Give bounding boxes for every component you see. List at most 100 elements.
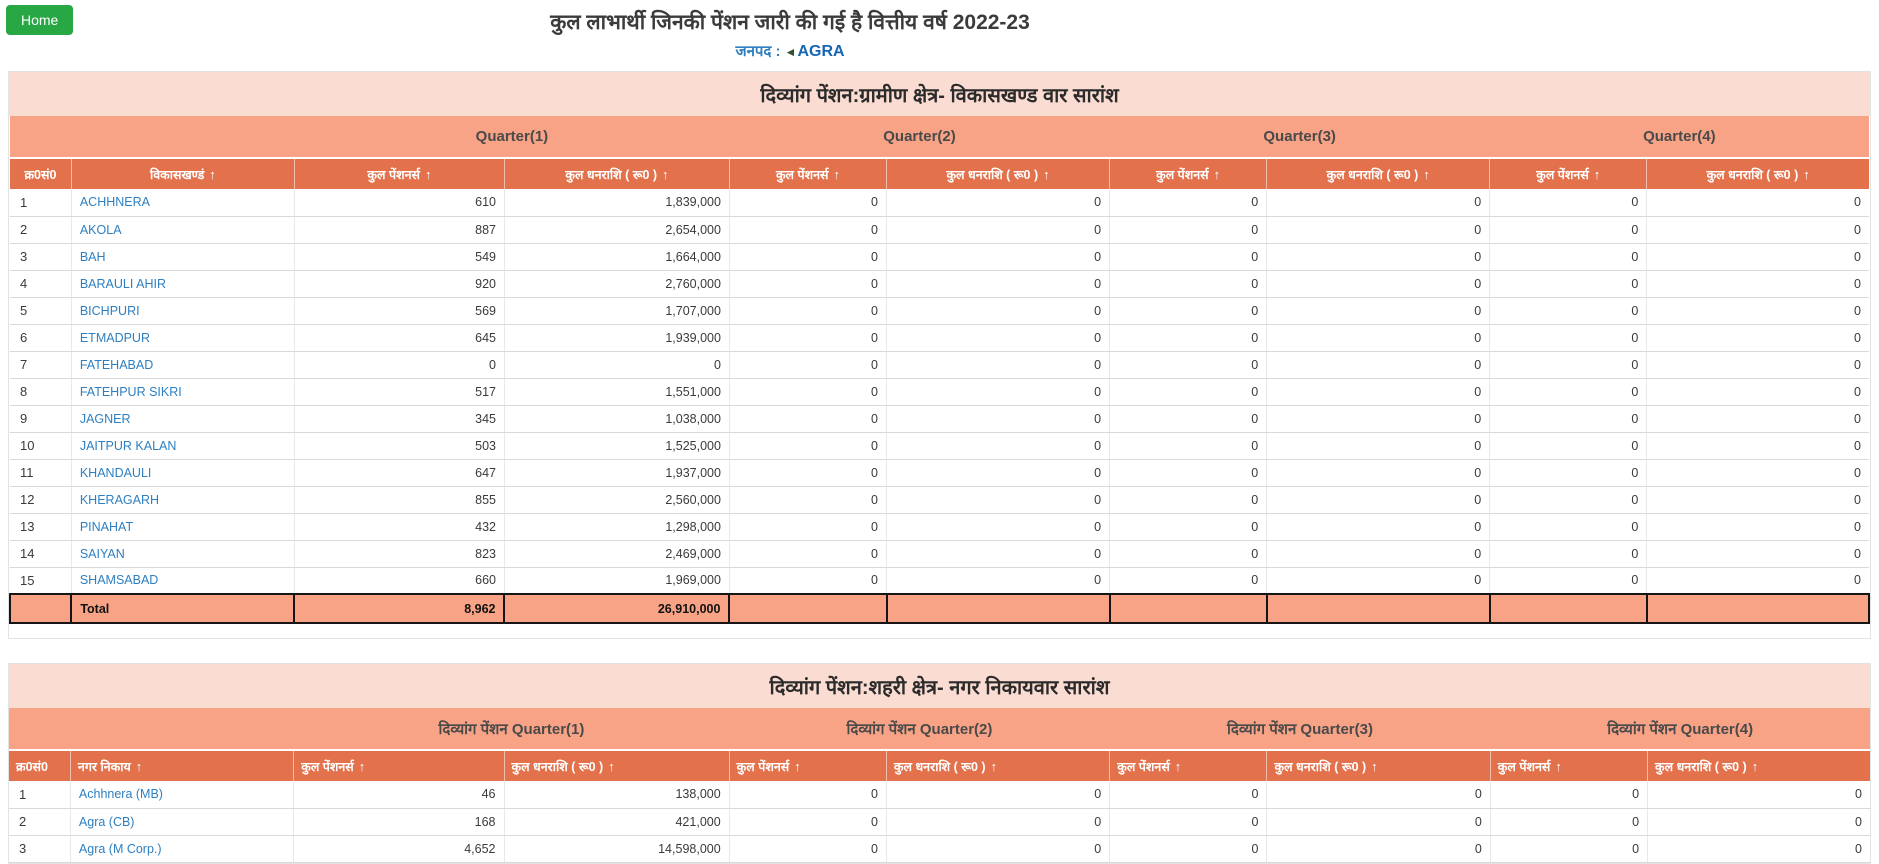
- value-cell: 0: [1109, 243, 1268, 271]
- col-header-amount-q4[interactable]: कुल धनराशि ( रू0 ) ↑: [1647, 750, 1870, 781]
- col-header-amount-q2[interactable]: कुल धनराशि ( रू0 ) ↑: [886, 750, 1111, 781]
- value-cell: 610: [294, 189, 505, 217]
- rural-table-body: 1 ACHHNERA 610 1,839,000 0 0 0 0 0 0 2 AKOLA 887 2,65…: [10, 189, 1869, 595]
- ulb-link[interactable]: Agra (M Corp.): [78, 841, 162, 856]
- row-number: 2: [10, 216, 72, 244]
- value-cell: 0: [1109, 216, 1268, 244]
- district-link[interactable]: AGRA: [797, 43, 845, 60]
- value-cell: 0: [1646, 378, 1869, 406]
- ulb-link[interactable]: Agra (CB): [78, 814, 135, 829]
- col-header-amount-q3[interactable]: कुल धनराशि ( रू0 ) ↑: [1266, 750, 1491, 781]
- col-header-pensioners-q2[interactable]: कुल पेंशनर्स ↑: [729, 158, 888, 189]
- value-cell: 647: [294, 459, 505, 487]
- total-empty-cell: [1645, 593, 1871, 624]
- value-cell: 168: [293, 808, 505, 836]
- value-cell: 0: [1647, 781, 1870, 809]
- col-header-amount-q1[interactable]: कुल धनराशि ( रू0 ) ↑: [504, 750, 730, 781]
- block-link[interactable]: BICHPURI: [79, 303, 140, 318]
- value-cell: 0: [1489, 351, 1648, 379]
- col-header-amount-q3[interactable]: कुल धनराशि ( रू0 ) ↑: [1266, 158, 1491, 189]
- value-cell: 0: [886, 432, 1111, 460]
- row-number: 3: [9, 835, 71, 863]
- value-cell: 0: [1109, 378, 1268, 406]
- row-number: 13: [10, 513, 72, 541]
- table-row: 12 KHERAGARH 855 2,560,000 0 0 0 0 0 0: [10, 486, 1869, 514]
- block-link[interactable]: PINAHAT: [79, 519, 134, 534]
- name-cell: BICHPURI: [71, 297, 295, 325]
- value-cell: 0: [1646, 216, 1869, 244]
- name-cell: BAH: [71, 243, 295, 271]
- value-cell: 0: [886, 297, 1111, 325]
- block-link[interactable]: BARAULI AHIR: [79, 276, 166, 291]
- total-empty-cell: [885, 593, 1111, 624]
- quarter-1-label: Quarter(1): [294, 116, 730, 159]
- block-link[interactable]: KHANDAULI: [79, 465, 152, 480]
- value-cell: 0: [886, 189, 1111, 217]
- table-row: 4 BARAULI AHIR 920 2,760,000 0 0 0 0 0 0: [10, 270, 1869, 298]
- value-cell: 0: [1646, 486, 1869, 514]
- block-link[interactable]: BAH: [79, 249, 106, 264]
- value-cell: 0: [729, 513, 888, 541]
- col-header-amount-label: कुल धनराशि ( रू0 ): [946, 167, 1039, 182]
- value-cell: 0: [729, 808, 887, 836]
- back-arrow-icon[interactable]: ◄: [784, 45, 797, 59]
- ulb-link[interactable]: Achhnera (MB): [78, 787, 163, 802]
- value-cell: 1,707,000: [504, 297, 730, 325]
- value-cell: 0: [1109, 513, 1268, 541]
- value-cell: 0: [729, 324, 888, 352]
- block-link[interactable]: FATEHABAD: [79, 357, 154, 372]
- value-cell: 0: [1266, 405, 1491, 433]
- table-row: 11 KHANDAULI 647 1,937,000 0 0 0 0 0 0: [10, 459, 1869, 487]
- col-header-amount-q1[interactable]: कुल धनराशि ( रू0 ) ↑: [504, 158, 730, 189]
- sort-asc-icon: ↑: [608, 758, 615, 774]
- col-header-pensioners-q3[interactable]: कुल पेंशनर्स ↑: [1109, 158, 1268, 189]
- value-cell: 517: [294, 378, 505, 406]
- value-cell: 920: [294, 270, 505, 298]
- col-header-ulb[interactable]: नगर निकाय ↑: [70, 750, 295, 781]
- block-link[interactable]: SAIYAN: [79, 546, 125, 561]
- value-cell: 0: [1109, 540, 1268, 568]
- block-link[interactable]: AKOLA: [79, 222, 122, 237]
- block-link[interactable]: ETMADPUR: [79, 330, 150, 345]
- value-cell: 0: [729, 189, 888, 217]
- block-link[interactable]: ACHHNERA: [79, 195, 150, 210]
- home-button[interactable]: Home: [6, 5, 74, 35]
- value-cell: 0: [729, 405, 888, 433]
- col-header-amount-q2[interactable]: कुल धनराशि ( रू0 ) ↑: [886, 158, 1111, 189]
- block-link[interactable]: SHAMSABAD: [79, 573, 159, 588]
- sort-asc-icon: ↑: [1555, 758, 1562, 774]
- row-number: 1: [10, 189, 72, 217]
- value-cell: 0: [1489, 405, 1648, 433]
- block-link[interactable]: FATEHPUR SIKRI: [79, 384, 182, 399]
- col-header-pensioners-q4[interactable]: कुल पेंशनर्स ↑: [1490, 750, 1649, 781]
- value-cell: 887: [294, 216, 505, 244]
- value-cell: 0: [294, 351, 505, 379]
- col-header-pensioners-q2[interactable]: कुल पेंशनर्स ↑: [729, 750, 887, 781]
- col-header-pensioners-q1[interactable]: कुल पेंशनर्स ↑: [294, 158, 505, 189]
- col-header-amount-q4[interactable]: कुल धनराशि ( रू0 ) ↑: [1646, 158, 1869, 189]
- value-cell: 0: [1109, 297, 1268, 325]
- value-cell: 345: [294, 405, 505, 433]
- value-cell: 0: [729, 432, 888, 460]
- value-cell: 0: [1109, 189, 1268, 217]
- rural-summary-section: दिव्यांग पेंशन:ग्रामीण क्षेत्र- विकासखण्…: [8, 71, 1871, 639]
- col-header-block[interactable]: विकासखण्डं ↑: [71, 158, 295, 189]
- value-cell: 0: [886, 808, 1111, 836]
- value-cell: 0: [1109, 432, 1268, 460]
- col-header-pensioners-q1[interactable]: कुल पेंशनर्स ↑: [293, 750, 505, 781]
- block-link[interactable]: JAGNER: [79, 411, 131, 426]
- name-cell: KHANDAULI: [71, 459, 295, 487]
- value-cell: 0: [1109, 781, 1268, 809]
- col-header-pensioners-q3[interactable]: कुल पेंशनर्स ↑: [1109, 750, 1268, 781]
- block-link[interactable]: JAITPUR KALAN: [79, 438, 177, 453]
- col-header-pensioners-q4[interactable]: कुल पेंशनर्स ↑: [1489, 158, 1648, 189]
- name-cell: FATEHPUR SIKRI: [71, 378, 295, 406]
- value-cell: 0: [1489, 324, 1648, 352]
- sort-asc-icon: ↑: [1803, 166, 1810, 182]
- value-cell: 0: [1489, 486, 1648, 514]
- total-empty-cell: [728, 593, 888, 624]
- block-link[interactable]: KHERAGARH: [79, 492, 160, 507]
- value-cell: 0: [886, 216, 1111, 244]
- name-cell: JAITPUR KALAN: [71, 432, 295, 460]
- value-cell: 0: [886, 567, 1111, 595]
